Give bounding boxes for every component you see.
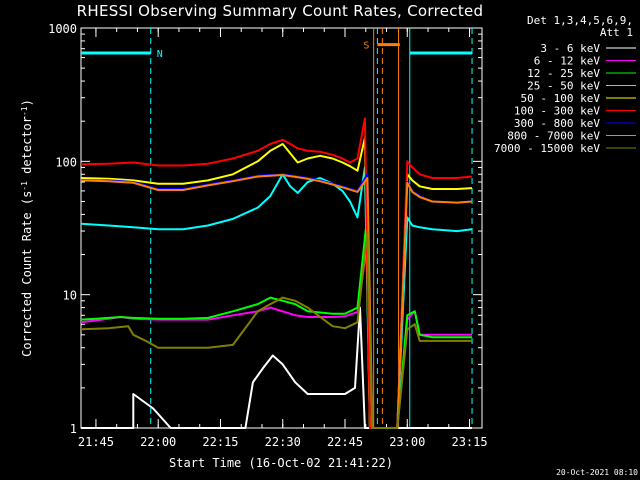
annotation-label: N [157,49,163,60]
chart-title: RHESSI Observing Summary Count Rates, Co… [76,2,484,20]
y-axis-label-main: Corrected Count Rate (s [20,191,34,357]
x-tick-label: 22:15 [202,435,238,449]
series-line [80,213,472,429]
legend-entry-label: 50 - 100 keV [521,92,601,105]
series-line [80,230,472,429]
series-line [80,240,472,429]
series-line [80,174,473,429]
x-tick-label: 22:00 [140,435,176,449]
legend-entry-label: 7000 - 15000 keV [494,142,600,155]
x-tick-label: 23:00 [389,435,425,449]
annotation-label: S [363,41,369,52]
legend-entry-label: 6 - 12 keV [534,55,601,68]
x-tick-label: 23:15 [451,435,487,449]
y-axis-label-sup2: -1 [20,106,29,116]
y-tick-label: 10 [63,289,77,303]
y-tick-label: 1000 [48,22,77,36]
series-line [80,136,473,429]
x-tick-label: 22:45 [327,435,363,449]
y-tick-label: 100 [55,155,77,169]
y-axis-label-sup1: -1 [20,181,29,191]
legend-header: Att 1 [600,26,633,39]
legend-entry-label: 25 - 50 keV [527,80,600,93]
x-tick-label: 21:45 [78,435,114,449]
y-axis-label: Corrected Count Rate (s-1 detector-1) [20,99,34,357]
plot-frame [80,27,483,429]
legend-entry-label: 100 - 300 keV [514,105,600,118]
legend-entry-label: 300 - 800 keV [514,117,600,130]
y-axis-label-end: ) [20,99,34,106]
legend-entry-label: 3 - 6 keV [540,42,600,55]
series-line [80,117,473,429]
y-axis-label-mid: detector [20,116,34,181]
legend-entry-label: 12 - 25 keV [527,67,600,80]
legend-header: Det 1,3,4,5,6,9, [527,14,633,27]
series-line [80,166,473,429]
y-tick-label: 1 [70,422,77,436]
x-axis-label: Start Time (16-Oct-02 21:41:22) [169,456,393,470]
footer-timestamp: 20-Oct-2021 08:10 [556,468,638,477]
legend-entry-label: 800 - 7000 keV [507,130,600,143]
series-line [81,306,472,429]
x-tick-label: 22:30 [265,435,301,449]
